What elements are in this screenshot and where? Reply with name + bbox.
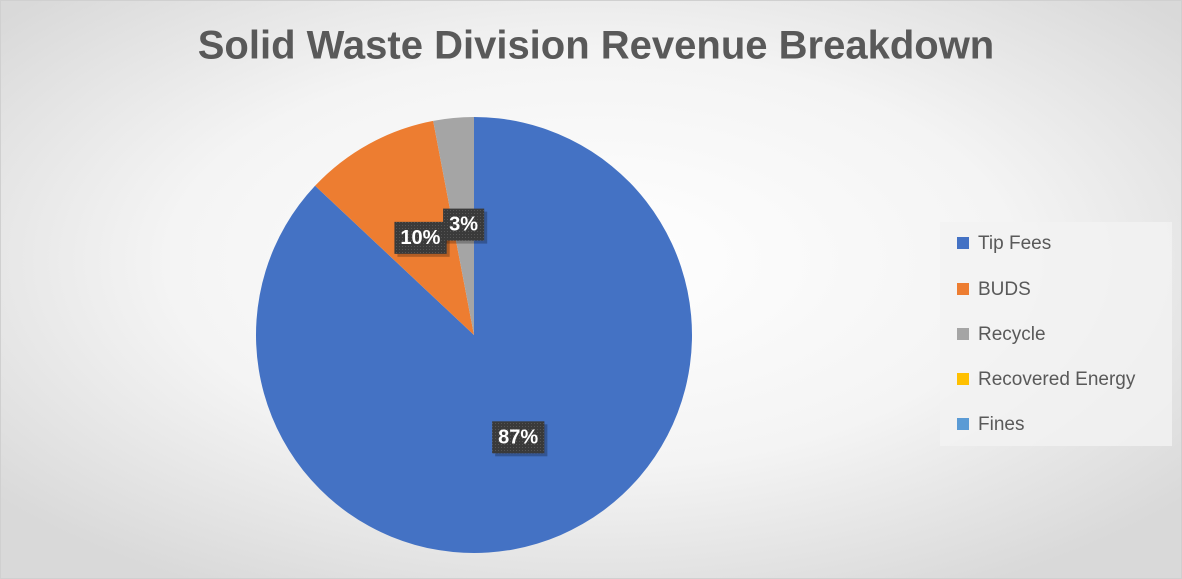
data-label-box bbox=[492, 421, 545, 454]
data-label: 3% bbox=[449, 214, 478, 236]
legend-swatch bbox=[957, 237, 969, 249]
legend-label: Recovered Energy bbox=[978, 369, 1136, 390]
data-label-box bbox=[443, 208, 485, 241]
legend-swatch bbox=[957, 283, 969, 295]
legend-label: Recycle bbox=[978, 324, 1046, 345]
legend-swatch bbox=[957, 373, 969, 385]
legend-swatch bbox=[957, 418, 969, 430]
chart-title: Solid Waste Division Revenue Breakdown bbox=[198, 24, 994, 68]
data-label: 87% bbox=[498, 426, 538, 448]
legend-box bbox=[940, 222, 1172, 446]
legend-swatch bbox=[957, 328, 969, 340]
legend-label: Fines bbox=[978, 414, 1024, 435]
legend-label: Tip Fees bbox=[978, 233, 1051, 254]
data-label: 10% bbox=[400, 227, 440, 249]
data-label-box bbox=[394, 221, 447, 254]
legend-label: BUDS bbox=[978, 279, 1031, 300]
